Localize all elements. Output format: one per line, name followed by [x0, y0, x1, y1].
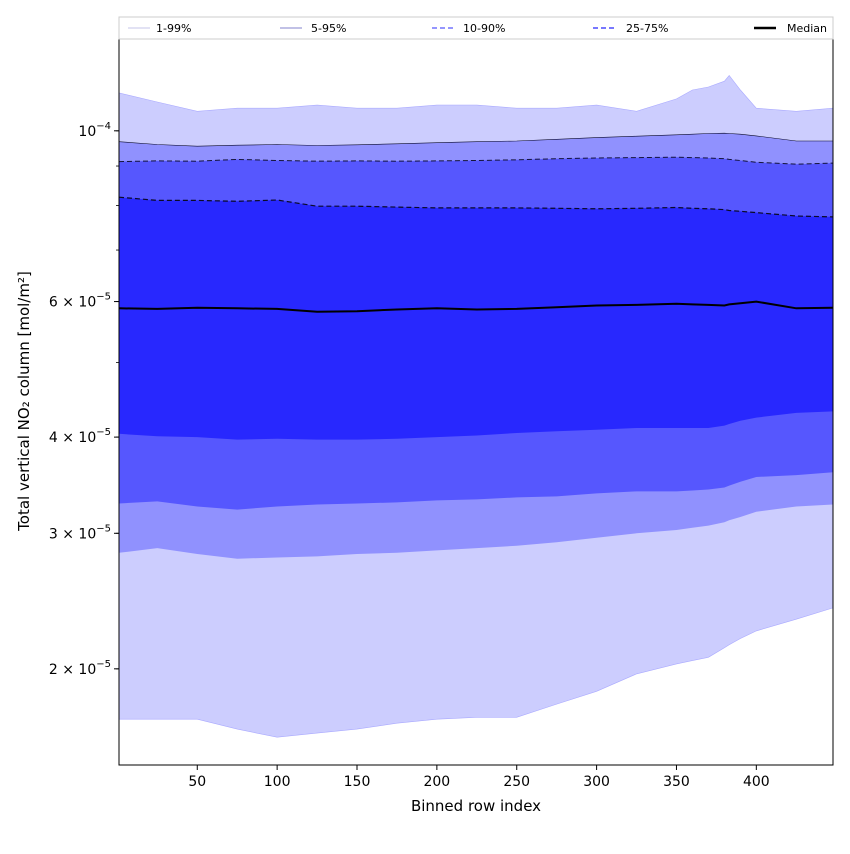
x-tick-label: 250: [503, 774, 530, 790]
legend-label-10-90pct: 10-90%: [463, 22, 505, 35]
percentile-lines: [118, 75, 834, 738]
x-tick-label: 300: [583, 774, 610, 790]
x-tick-label: 150: [344, 774, 371, 790]
y-tick-label: 10−4: [78, 121, 111, 140]
y-tick-label: 2 × 10−5: [49, 659, 111, 678]
legend-label-5-95pct: 5-95%: [311, 22, 346, 35]
line-lower-1-99pct: [119, 607, 834, 738]
legend: 1-99% 5-95% 10-90% 25-75% Median: [118, 16, 834, 40]
x-tick-label: 400: [743, 774, 770, 790]
line-median: [118, 300, 834, 313]
legend-label-25-75pct: 25-75%: [626, 22, 668, 35]
band-25-75pct: [119, 197, 833, 440]
x-tick-label: 50: [188, 774, 206, 790]
y-tick-label: 6 × 10−5: [49, 292, 111, 311]
line-upper-5-95pct: [118, 132, 833, 147]
legend-label-1-99pct: 1-99%: [156, 22, 191, 35]
y-tick-label: 3 × 10−5: [49, 523, 111, 542]
percentile-bands: [119, 75, 833, 738]
x-axis-label: Binned row index: [411, 797, 541, 815]
y-tick-label: 4 × 10−5: [49, 427, 111, 446]
x-tick-label: 200: [423, 774, 450, 790]
y-axis: 10−4 6 × 10−5 4 × 10−5 3 × 10−5 2 × 10−5: [49, 121, 119, 678]
x-axis: 50 100 150 200 250 300 350 400: [188, 765, 770, 790]
legend-frame: [118, 16, 834, 40]
y-axis-label: Total vertical NO₂ column [mol/m²]: [15, 271, 33, 532]
line-upper-1-99pct: [118, 75, 834, 112]
legend-label-Median: Median: [787, 22, 827, 35]
line-upper-25-75pct: [118, 196, 834, 218]
x-tick-label: 100: [264, 774, 291, 790]
x-tick-label: 350: [663, 774, 690, 790]
line-upper-10-90pct: [118, 156, 834, 165]
